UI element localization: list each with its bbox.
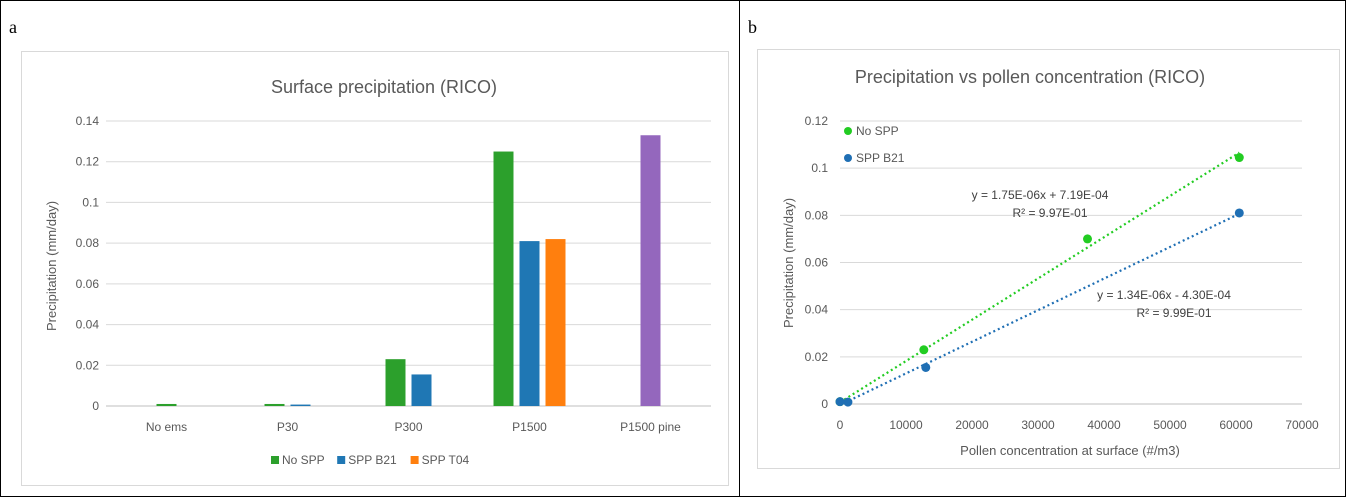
data-point bbox=[1234, 208, 1244, 218]
y-axis-label: Precipitation (mm/day) bbox=[781, 198, 796, 328]
legend-swatch bbox=[271, 456, 279, 464]
bar bbox=[545, 239, 566, 406]
x-tick-label: 60000 bbox=[1219, 418, 1253, 432]
y-tick-label: 0.08 bbox=[76, 236, 100, 250]
bar bbox=[264, 403, 285, 406]
y-tick-label: 0.12 bbox=[76, 155, 100, 169]
trendline-r2: R² = 9.97E-01 bbox=[1012, 206, 1087, 220]
y-tick-label: 0.04 bbox=[805, 303, 829, 317]
data-point bbox=[843, 397, 853, 407]
data-point bbox=[835, 397, 845, 407]
legend-marker bbox=[844, 127, 852, 135]
chart-area-a bbox=[21, 51, 729, 486]
x-tick-label: P30 bbox=[277, 420, 299, 434]
data-point bbox=[1234, 153, 1244, 163]
trendline bbox=[839, 151, 1240, 404]
y-tick-label: 0 bbox=[92, 399, 99, 413]
x-tick-label: 10000 bbox=[889, 418, 923, 432]
x-axis-label: Pollen concentration at surface (#/m3) bbox=[960, 443, 1180, 458]
panel-letter-b: b bbox=[748, 17, 757, 37]
trendline-equation: y = 1.34E-06x - 4.30E-04 bbox=[1097, 288, 1231, 302]
x-tick-label: P1500 pine bbox=[620, 420, 681, 434]
data-point bbox=[919, 345, 929, 355]
x-tick-label: 50000 bbox=[1153, 418, 1187, 432]
trendline bbox=[839, 212, 1240, 407]
x-tick-label: P300 bbox=[394, 420, 422, 434]
legend-swatch bbox=[337, 456, 346, 464]
chart-title: Precipitation vs pollen concentration (R… bbox=[855, 67, 1205, 87]
panel-letter-a: a bbox=[9, 17, 17, 37]
bar bbox=[290, 404, 311, 406]
y-tick-label: 0.08 bbox=[805, 208, 829, 222]
y-tick-label: 0.1 bbox=[82, 195, 99, 209]
bar bbox=[385, 359, 406, 406]
scatter-chart: Precipitation vs pollen concentration (R… bbox=[781, 67, 1319, 458]
bar bbox=[156, 403, 177, 406]
legend-label: SPP T04 bbox=[422, 453, 470, 467]
trendline-equation: y = 1.75E-06x + 7.19E-04 bbox=[972, 188, 1109, 202]
bar bbox=[493, 151, 514, 406]
y-tick-label: 0.1 bbox=[811, 161, 828, 175]
bar bbox=[411, 374, 432, 406]
x-tick-label: P1500 bbox=[512, 420, 547, 434]
data-point bbox=[921, 362, 931, 372]
legend-swatch bbox=[410, 456, 419, 464]
y-tick-label: 0.14 bbox=[76, 114, 100, 128]
y-tick-label: 0.06 bbox=[76, 277, 100, 291]
x-tick-label: 30000 bbox=[1021, 418, 1055, 432]
bar bbox=[519, 241, 540, 406]
y-tick-label: 0 bbox=[821, 397, 828, 411]
x-tick-label: 0 bbox=[837, 418, 844, 432]
y-tick-label: 0.02 bbox=[76, 358, 100, 372]
x-tick-label: 40000 bbox=[1087, 418, 1121, 432]
data-point bbox=[1083, 234, 1092, 244]
chart-title: Surface precipitation (RICO) bbox=[271, 77, 497, 97]
x-tick-label: 20000 bbox=[955, 418, 989, 432]
bar-chart: Surface precipitation (RICO) Precipitati… bbox=[44, 77, 711, 467]
y-tick-label: 0.04 bbox=[76, 318, 100, 332]
trendline-r2: R² = 9.99E-01 bbox=[1136, 306, 1211, 320]
panel-a: a Surface precipitation (RICO) Precipita… bbox=[0, 0, 740, 497]
y-axis-label: Precipitation (mm/day) bbox=[44, 201, 59, 331]
panel-b: b Precipitation vs pollen concentration … bbox=[739, 0, 1346, 497]
legend-label: No SPP bbox=[856, 124, 899, 138]
x-tick-label: No ems bbox=[146, 420, 187, 434]
y-tick-label: 0.12 bbox=[805, 114, 829, 128]
y-tick-label: 0.06 bbox=[805, 256, 829, 270]
y-tick-label: 0.02 bbox=[805, 350, 829, 364]
legend-label: SPP B21 bbox=[856, 151, 905, 165]
legend-label: No SPP bbox=[282, 453, 325, 467]
legend-label: SPP B21 bbox=[348, 453, 397, 467]
bar bbox=[640, 135, 661, 406]
x-tick-label: 70000 bbox=[1285, 418, 1319, 432]
legend-marker bbox=[844, 154, 852, 162]
